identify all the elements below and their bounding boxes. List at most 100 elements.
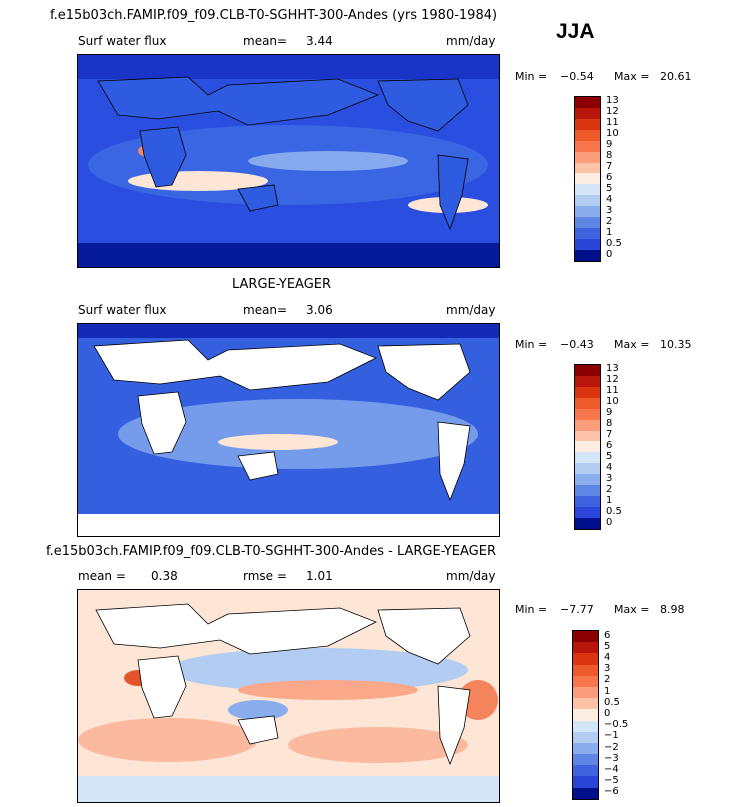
colorbar-tick-label: 3 — [604, 663, 611, 675]
colorbar-tick-label: 11 — [606, 385, 619, 397]
panel3-mean-value: 0.38 — [151, 569, 178, 583]
colorbar-tick-label: −3 — [604, 752, 619, 764]
colorbar-tick-label: 1 — [604, 685, 611, 697]
panel1-title: f.e15b03ch.FAMIP.f09_f09.CLB-T0-SGHHT-30… — [50, 8, 498, 23]
colorbar-tick-label: −4 — [604, 764, 619, 775]
colorbar-tick-label: 5 — [606, 450, 613, 462]
colorbar-tick-label: 12 — [606, 106, 619, 118]
panel3-units: mm/day — [446, 569, 496, 583]
panel2-min-value: −0.43 — [560, 338, 594, 351]
colorbar-tick-label: 8 — [606, 150, 613, 162]
colorbar-tick-label: 1 — [606, 494, 613, 506]
colorbar-tick-label: 0 — [604, 708, 611, 719]
colorbar-cell — [575, 118, 600, 130]
colorbar-cell — [575, 129, 600, 141]
panel1-variable: Surf water flux — [78, 34, 167, 48]
colorbar-cell — [575, 408, 600, 420]
panel3-max-label: Max = — [614, 603, 650, 616]
panel2-mean-label: mean= — [243, 303, 288, 317]
colorbar-cell — [575, 517, 600, 529]
panel1-colorbar-ticks: 13 12 11 10 9 8 7 6 5 4 3 2 1 0.5 0 — [606, 95, 636, 260]
panel1-mean-label: mean= — [243, 34, 288, 48]
colorbar-tick-label: 11 — [606, 117, 619, 129]
colorbar-tick-label: 2 — [606, 215, 613, 227]
colorbar-cell — [575, 238, 600, 250]
colorbar-cell — [575, 228, 600, 239]
panel3-max-value: 8.98 — [660, 603, 685, 616]
colorbar-cell — [575, 441, 600, 453]
panel2-colorbar — [574, 364, 601, 530]
colorbar-cell — [575, 419, 600, 431]
colorbar-tick-label: −5 — [604, 775, 619, 787]
colorbar-cell — [575, 195, 600, 207]
colorbar-tick-label: −0.5 — [604, 719, 629, 731]
colorbar-tick-label: −2 — [604, 741, 619, 753]
colorbar-cell — [575, 365, 600, 376]
colorbar-cell — [575, 151, 600, 163]
panel2-colorbar-ticks: 13 12 11 10 9 8 7 6 5 4 3 2 1 0.5 0 — [606, 363, 636, 528]
colorbar-cell — [573, 709, 598, 721]
colorbar-tick-label: 6 — [606, 440, 613, 451]
colorbar-cell — [575, 485, 600, 497]
panel1-min-value: −0.54 — [560, 70, 594, 83]
colorbar-tick-label: 7 — [606, 429, 613, 441]
colorbar-cell — [575, 452, 600, 464]
colorbar-cell — [575, 217, 600, 229]
colorbar-tick-label: 13 — [606, 95, 619, 107]
panel2-units: mm/day — [446, 303, 496, 317]
colorbar-cell — [573, 754, 598, 766]
colorbar-tick-label: 9 — [606, 139, 613, 151]
colorbar-tick-label: 10 — [606, 396, 619, 408]
panel2-max-value: 10.35 — [660, 338, 692, 351]
panel2-max-label: Max = — [614, 338, 650, 351]
colorbar-tick-label: −1 — [604, 730, 619, 742]
colorbar-cell — [575, 463, 600, 475]
panel3-map — [77, 589, 500, 803]
panel2-map — [77, 323, 500, 537]
colorbar-cell — [573, 642, 598, 654]
colorbar-tick-label: 13 — [606, 363, 619, 375]
panel2-title: LARGE-YEAGER — [232, 277, 332, 292]
panel3-rmse-label: rmse = — [243, 569, 287, 583]
colorbar-tick-label: 4 — [606, 461, 613, 473]
colorbar-tick-label: 3 — [606, 204, 613, 216]
colorbar-cell — [575, 249, 600, 261]
colorbar-tick-label: 6 — [604, 629, 611, 641]
colorbar-cell — [573, 675, 598, 687]
panel3-min-value: −7.77 — [560, 603, 594, 616]
colorbar-cell — [573, 765, 598, 777]
panel3-mean-label: mean = — [78, 569, 126, 583]
colorbar-cell — [575, 397, 600, 409]
colorbar-cell — [575, 506, 600, 518]
panel1-mean-value: 3.44 — [306, 34, 333, 48]
colorbar-cell — [573, 787, 598, 799]
colorbar-cell — [575, 140, 600, 152]
colorbar-cell — [573, 731, 598, 743]
colorbar-tick-label: 2 — [606, 483, 613, 495]
colorbar-tick-label: 5 — [606, 182, 613, 194]
colorbar-tick-label: 4 — [604, 652, 611, 663]
colorbar-cell — [575, 430, 600, 442]
colorbar-cell — [573, 631, 598, 643]
colorbar-cell — [575, 184, 600, 196]
season-label: JJA — [556, 20, 595, 43]
panel2-variable: Surf water flux — [78, 303, 167, 317]
panel1-units: mm/day — [446, 34, 496, 48]
colorbar-tick-label: −6 — [604, 786, 619, 798]
panel1-max-value: 20.61 — [660, 70, 692, 83]
panel3-min-label: Min = — [515, 603, 548, 616]
colorbar-tick-label: 1 — [606, 226, 613, 238]
colorbar-cell — [573, 653, 598, 665]
panel3-title: f.e15b03ch.FAMIP.f09_f09.CLB-T0-SGHHT-30… — [46, 544, 496, 559]
panel1-min-label: Min = — [515, 70, 548, 83]
colorbar-tick-label: 4 — [606, 193, 613, 205]
colorbar-cell — [575, 375, 600, 387]
colorbar-tick-label: 9 — [606, 407, 613, 419]
colorbar-tick-label: 12 — [606, 374, 619, 386]
panel3-colorbar-ticks: 6 5 4 3 2 1 0.5 0 −0.5 −1 −2 −3 −4 −5 −6 — [604, 630, 634, 798]
colorbar-tick-label: 0 — [606, 516, 613, 528]
colorbar-cell — [573, 720, 598, 732]
colorbar-cell — [575, 97, 600, 108]
colorbar-tick-label: 0 — [606, 248, 613, 260]
colorbar-tick-label: 7 — [606, 161, 613, 173]
